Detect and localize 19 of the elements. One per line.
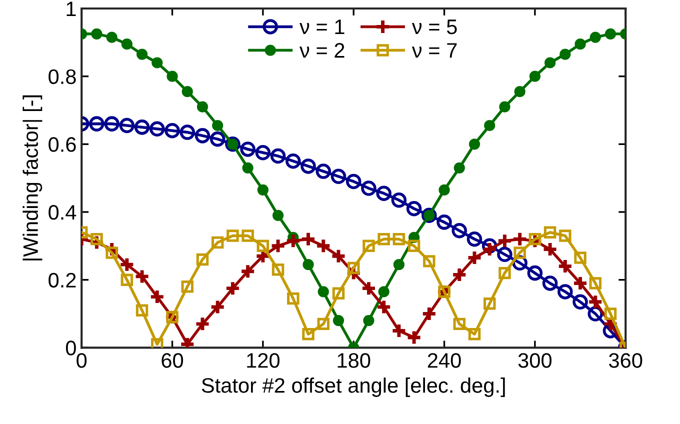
x-tick-label: 180 [338, 353, 370, 368]
x-tick-label: 300 [518, 353, 552, 368]
legend-label: ν = 1 [300, 20, 344, 34]
x-tick-label: 120 [247, 353, 280, 368]
y-tick-label: 0.6 [48, 137, 76, 152]
legend-label: ν = 7 [412, 43, 457, 58]
legend-label: ν = 2 [300, 43, 344, 58]
x-tick-label: 240 [428, 353, 461, 368]
y-tick-label: 0.8 [48, 69, 76, 84]
y-tick-label: 1 [66, 2, 76, 16]
x-tick-label: 0 [76, 353, 87, 368]
y-tick-label: 0.4 [48, 205, 76, 220]
y-tick-label: 0.2 [48, 272, 76, 288]
y-axis-title: |Winding factor| [-] [22, 95, 42, 260]
y-tick-label: 0 [66, 340, 76, 356]
x-tick-label: 360 [609, 353, 642, 368]
x-axis-title: Stator #2 offset angle [elec. deg.] [202, 378, 505, 397]
x-tick-label: 60 [162, 353, 184, 368]
legend-label: ν = 5 [412, 20, 457, 34]
